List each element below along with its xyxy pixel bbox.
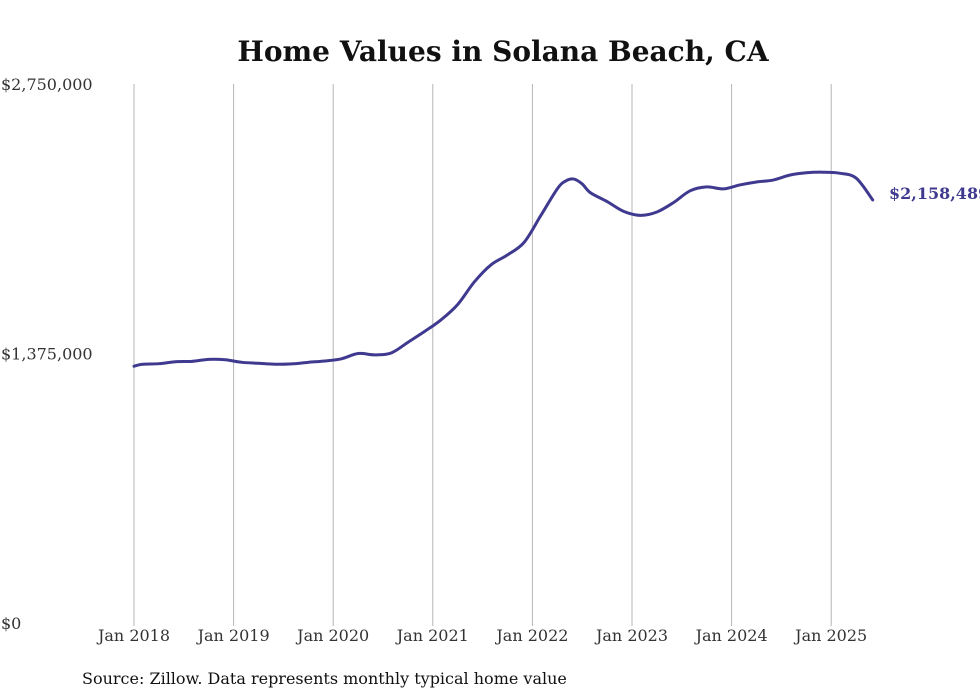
x-tick-label: Jan 2025 xyxy=(793,626,867,645)
x-tick-label: Jan 2019 xyxy=(196,626,270,645)
last-value-label: $2,158,489 xyxy=(889,184,980,203)
y-axis-tick-labels: $2,750,000 $1,375,000 $0 xyxy=(1,75,93,633)
series-line xyxy=(132,170,875,368)
y-tick-label: $2,750,000 xyxy=(1,75,93,94)
x-tick-label: Jan 2024 xyxy=(694,626,768,645)
x-tick-label: Jan 2022 xyxy=(494,626,568,645)
source-note: Source: Zillow. Data represents monthly … xyxy=(82,669,567,688)
x-axis-tick-labels: Jan 2018 Jan 2019 Jan 2020 Jan 2021 Jan 2022… xyxy=(96,626,867,645)
y-tick-label: $1,375,000 xyxy=(1,345,93,364)
x-tick-label: Jan 2021 xyxy=(395,626,469,645)
chart-title: Home Values in Solana Beach, CA xyxy=(237,35,769,68)
x-tick-label: Jan 2020 xyxy=(295,626,369,645)
x-tick-label: Jan 2018 xyxy=(96,626,170,645)
series-layer xyxy=(132,170,875,368)
gridlines xyxy=(133,84,832,626)
x-tick-label: Jan 2023 xyxy=(594,626,668,645)
y-tick-label: $0 xyxy=(1,614,21,633)
